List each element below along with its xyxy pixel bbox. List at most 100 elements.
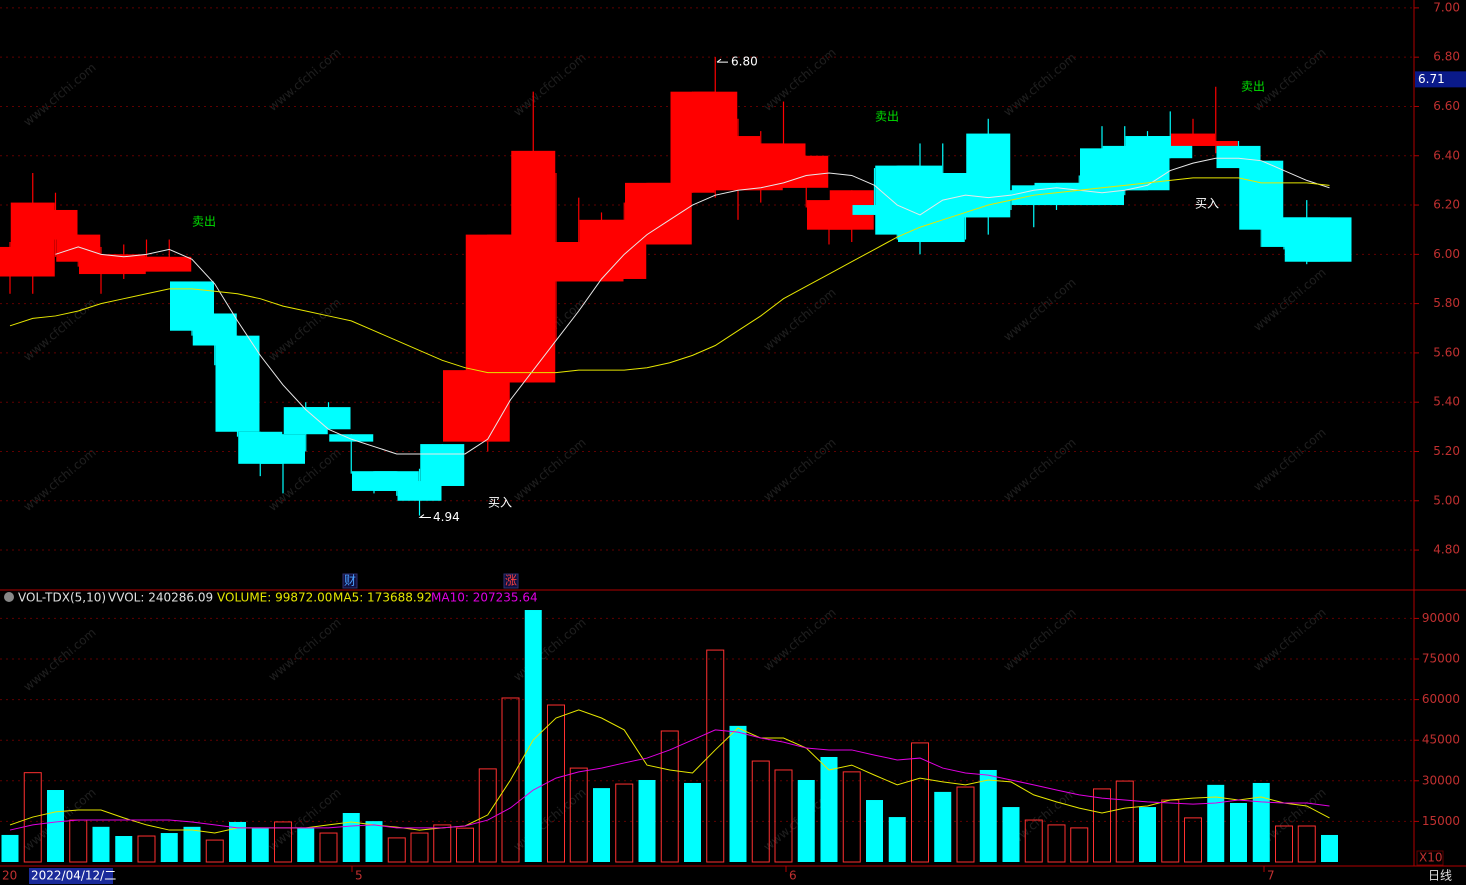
candle-body xyxy=(1307,217,1352,262)
x-label: 2022/04/12/二 xyxy=(31,869,116,883)
event-label: 涨 xyxy=(505,573,517,588)
candle-body xyxy=(147,256,192,272)
volume-bar xyxy=(729,725,747,862)
volume-bar xyxy=(820,756,838,862)
volume-bar xyxy=(1002,807,1020,862)
event-label: 财 xyxy=(344,574,356,588)
volume-bar xyxy=(638,779,656,862)
high-arrow xyxy=(716,58,728,63)
volume-bar xyxy=(956,786,975,863)
volume-bar xyxy=(229,821,246,862)
volume-bar xyxy=(456,827,474,863)
high-label: 6.80 xyxy=(731,55,758,69)
candle-body xyxy=(852,205,897,215)
y-tick-label: 6.40 xyxy=(1433,148,1460,162)
volume-bar xyxy=(684,782,701,862)
volume-bar xyxy=(774,769,793,863)
y-tick-label: 5.60 xyxy=(1433,345,1460,359)
volume-bar xyxy=(1275,825,1293,863)
legend-entry: MA10: 207235.64 xyxy=(431,591,538,605)
volume-bar xyxy=(593,788,610,862)
volume-bar xyxy=(866,800,883,862)
volume-bar xyxy=(365,821,383,862)
event-marker xyxy=(342,573,358,589)
y-tick-label: 5.00 xyxy=(1433,493,1460,507)
volume-bar xyxy=(47,790,64,862)
volume-bar xyxy=(660,730,679,863)
y-tick-label: 90000 xyxy=(1422,611,1460,625)
date-highlight xyxy=(29,868,113,884)
volume-bar xyxy=(615,783,634,863)
unit-label: X10 xyxy=(1419,851,1443,865)
volume-bar xyxy=(205,839,224,863)
y-tick-label: 75000 xyxy=(1422,652,1460,666)
volume-bar xyxy=(911,742,929,863)
x-label: 5 xyxy=(355,869,363,883)
volume-bar xyxy=(1093,788,1111,863)
y-tick-label: 6.80 xyxy=(1433,50,1460,64)
x-label: 7 xyxy=(1267,869,1275,883)
candle-body xyxy=(420,444,465,486)
legend-entry: VVOL: 240286.09 xyxy=(108,591,213,605)
volume-bar xyxy=(297,828,315,862)
y-tick-label: 30000 xyxy=(1422,773,1460,787)
volume-bar xyxy=(1297,825,1316,863)
signal-label: 买入 xyxy=(488,496,512,510)
legend-entry: VOLUME: 99872.00 xyxy=(217,591,332,605)
ma-line xyxy=(9,709,1330,834)
volume-bar xyxy=(547,704,565,863)
volume-bar xyxy=(797,779,815,862)
ma-line xyxy=(9,177,1330,374)
y-tick-label: 6.60 xyxy=(1433,99,1460,113)
volume-bar xyxy=(524,610,542,862)
volume-bar xyxy=(751,760,770,863)
y-tick-label: 45000 xyxy=(1422,733,1460,747)
ma-line xyxy=(9,729,1330,831)
low-arrow xyxy=(418,514,431,519)
volume-bar xyxy=(23,772,42,863)
volume-bar xyxy=(1207,784,1225,862)
y-tick-label: 5.80 xyxy=(1433,296,1460,310)
period-label[interactable]: 日线 xyxy=(1428,869,1452,883)
volume-bar xyxy=(1115,780,1134,863)
volume-bar xyxy=(1321,834,1338,862)
y-tick-label: 15000 xyxy=(1422,814,1460,828)
signal-label: 买入 xyxy=(1195,197,1219,211)
volume-bar xyxy=(1230,802,1247,862)
volume-bar xyxy=(342,813,360,862)
volume-bar xyxy=(1252,782,1270,862)
volume-bar xyxy=(1024,819,1043,863)
volume-bar xyxy=(842,771,861,863)
candle-body xyxy=(966,133,1011,218)
last-price-label: 6.71 xyxy=(1418,72,1445,86)
volume-bar xyxy=(706,649,725,863)
y-tick-label: 7.00 xyxy=(1433,0,1460,14)
signal-label: 卖出 xyxy=(875,110,899,124)
volume-bar xyxy=(1070,827,1089,863)
candle-body xyxy=(329,434,374,442)
x-label: 20 xyxy=(2,869,17,883)
volume-bar xyxy=(387,837,406,863)
y-tick-label: 5.20 xyxy=(1433,444,1460,458)
volume-bar xyxy=(319,832,338,863)
volume-bar xyxy=(160,833,178,862)
volume-bar xyxy=(1,834,19,862)
volume-bar xyxy=(888,817,906,862)
candle-body xyxy=(306,407,351,430)
volume-bar xyxy=(410,832,429,863)
volume-bar xyxy=(979,769,997,862)
volume-bar xyxy=(251,828,269,862)
ma-line xyxy=(55,157,1330,455)
volume-bar xyxy=(183,826,201,862)
volume-bar xyxy=(433,824,452,863)
low-label: 4.94 xyxy=(433,510,460,524)
candle-body xyxy=(784,155,829,188)
candle-body xyxy=(1193,140,1238,146)
candle-body xyxy=(261,434,305,464)
legend-entry: VOL-TDX(5,10) xyxy=(18,591,106,605)
volume-bar xyxy=(274,821,292,863)
volume-bar xyxy=(115,836,133,862)
x-label: 6 xyxy=(789,869,797,883)
